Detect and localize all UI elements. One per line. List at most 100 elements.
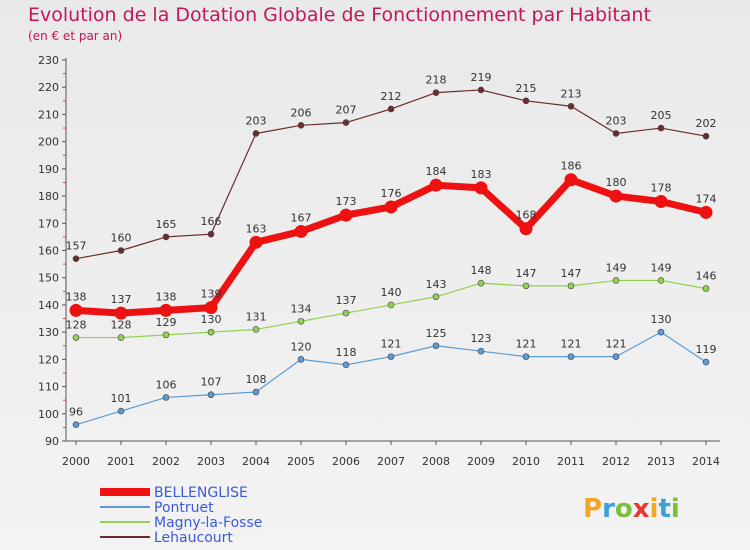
data-point <box>387 353 395 360</box>
data-label: 178 <box>651 182 672 195</box>
y-tick-label: 150 <box>38 272 59 285</box>
y-tick-label: 210 <box>38 108 59 121</box>
data-point <box>207 391 215 399</box>
data-point <box>207 328 215 336</box>
data-label: 129 <box>156 316 177 329</box>
legend-label: Pontruet <box>154 500 214 516</box>
data-point <box>297 122 305 129</box>
data-label: 168 <box>516 209 537 222</box>
x-tick-label: 2001 <box>107 455 135 468</box>
y-tick-label: 180 <box>38 190 59 203</box>
x-tick-label: 2006 <box>332 455 360 468</box>
y-tick-label: 200 <box>38 136 59 149</box>
logo-letter: t <box>658 494 670 524</box>
data-label: 128 <box>66 319 87 332</box>
data-label: 107 <box>201 376 222 389</box>
data-label: 137 <box>111 293 132 306</box>
data-point <box>477 86 485 94</box>
data-point <box>432 89 440 96</box>
data-label: 138 <box>66 290 87 303</box>
data-point <box>612 277 620 284</box>
data-label: 160 <box>111 232 132 245</box>
data-label: 147 <box>561 267 582 280</box>
data-label: 130 <box>201 313 222 326</box>
data-label: 207 <box>336 104 357 117</box>
data-label: 137 <box>336 294 357 307</box>
data-point <box>342 119 350 126</box>
data-point <box>477 347 485 355</box>
data-label: 134 <box>291 302 312 315</box>
x-tick-label: 2008 <box>422 455 450 468</box>
data-label: 140 <box>381 286 402 299</box>
data-point <box>294 224 308 238</box>
data-point <box>522 282 530 290</box>
y-tick-label: 230 <box>38 54 59 67</box>
data-label: 205 <box>651 109 672 122</box>
data-label: 96 <box>69 406 83 419</box>
data-label: 123 <box>471 332 492 345</box>
data-label: 149 <box>606 261 627 274</box>
x-tick-label: 2000 <box>62 455 90 468</box>
x-tick-label: 2009 <box>467 455 495 468</box>
proxiti-logo: Proxiti <box>583 494 680 524</box>
data-point <box>342 309 350 317</box>
data-point <box>252 326 260 333</box>
data-label: 163 <box>246 222 267 235</box>
data-label: 108 <box>246 373 267 386</box>
data-label: 125 <box>426 327 447 340</box>
data-point <box>159 303 173 317</box>
data-point <box>474 181 488 195</box>
data-label: 138 <box>156 290 177 303</box>
x-tick-label: 2007 <box>377 455 405 468</box>
data-label: 148 <box>471 264 492 277</box>
data-label: 180 <box>606 176 627 189</box>
data-label: 167 <box>291 211 312 224</box>
y-tick-label: 130 <box>38 326 59 339</box>
data-point <box>72 421 80 428</box>
data-point <box>702 132 710 140</box>
data-point <box>519 222 533 236</box>
data-point <box>702 285 710 292</box>
x-tick-label: 2012 <box>602 455 630 468</box>
data-label: 183 <box>471 168 492 181</box>
data-label: 203 <box>246 114 267 127</box>
data-label: 215 <box>516 82 537 95</box>
data-label: 106 <box>156 378 177 391</box>
data-label: 147 <box>516 267 537 280</box>
data-point <box>567 102 575 110</box>
data-point <box>432 342 440 350</box>
data-point <box>564 173 578 187</box>
chart-subtitle: (en € et par an) <box>28 29 123 43</box>
data-point <box>162 331 170 339</box>
logo-letter: i <box>671 494 680 524</box>
chart-title: Evolution de la Dotation Globale de Fonc… <box>28 4 651 26</box>
data-point <box>657 277 665 284</box>
x-tick-label: 2014 <box>692 455 720 468</box>
data-label: 206 <box>291 106 312 119</box>
x-tick-label: 2013 <box>647 455 675 468</box>
data-point <box>117 247 125 254</box>
data-label: 121 <box>561 338 582 351</box>
data-point <box>387 105 395 113</box>
data-point <box>429 178 443 192</box>
data-point <box>252 130 260 137</box>
data-label: 166 <box>201 215 222 228</box>
data-point <box>162 233 170 241</box>
data-point <box>702 358 710 366</box>
data-label: 176 <box>381 187 402 200</box>
data-label: 203 <box>606 114 627 127</box>
data-point <box>654 195 668 209</box>
data-point <box>297 317 305 325</box>
data-label: 128 <box>111 319 132 332</box>
data-point <box>522 97 530 105</box>
data-point <box>72 255 80 262</box>
data-point <box>117 407 125 415</box>
y-tick-label: 190 <box>38 163 59 176</box>
data-point <box>567 353 575 360</box>
data-point <box>657 328 665 336</box>
data-label: 119 <box>696 343 717 356</box>
y-tick-label: 220 <box>38 81 59 94</box>
x-tick-label: 2003 <box>197 455 225 468</box>
data-point <box>297 356 305 363</box>
